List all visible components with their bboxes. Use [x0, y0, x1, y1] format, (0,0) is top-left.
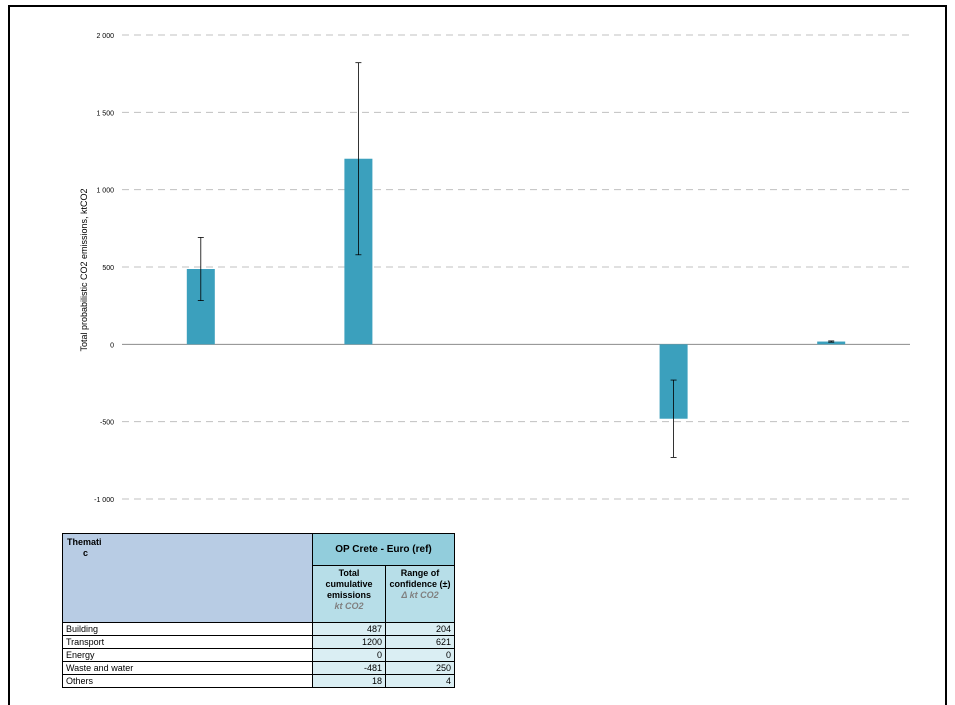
table-row: Energy 0 0 [62, 648, 455, 662]
gridlines [122, 34, 910, 500]
row-total: -481 [312, 661, 386, 675]
row-label: Building [62, 622, 313, 636]
confidence-range-header: Range of confidence (±) Δ kt CO2 [385, 565, 455, 623]
row-label: Transport [62, 635, 313, 649]
row-range: 0 [385, 648, 455, 662]
table-row: Others 18 4 [62, 674, 455, 688]
y-tick-label: 500 [102, 265, 114, 272]
error-bar [197, 237, 204, 301]
thematic-header-line2: c [83, 548, 89, 558]
y-tick-label: 0 [110, 342, 114, 349]
row-total: 0 [312, 648, 386, 662]
y-axis-label: Total probabilistic CO2 emissions, ktCO2 [79, 188, 89, 351]
table-row: Waste and water -481 250 [62, 661, 455, 675]
data-table: Themati c OP Crete - Euro (ref) Total cu… [62, 532, 455, 688]
bar-chart: 2 000 1 500 1 000 500 0 -500 -1 000 Total prob… [79, 33, 910, 504]
error-bar [828, 340, 835, 343]
error-bar [670, 379, 677, 458]
y-tick-labels: 2 000 1 500 1 000 500 0 -500 -1 000 [94, 33, 114, 504]
row-total: 18 [312, 674, 386, 688]
y-tick-label: -500 [100, 420, 114, 427]
y-tick-label: 2 000 [96, 33, 114, 40]
y-tick-label: 1 500 [96, 110, 114, 117]
thematic-header-line1: Themati [67, 537, 102, 547]
error-bars [197, 62, 835, 458]
confidence-range-unit: Δ kt CO2 [401, 590, 439, 601]
row-label: Others [62, 674, 313, 688]
error-bar [355, 62, 362, 256]
row-total: 487 [312, 622, 386, 636]
y-tick-label: 1 000 [96, 188, 114, 195]
bar-others [817, 341, 846, 345]
row-label: Energy [62, 648, 313, 662]
thematic-header: Themati c [62, 533, 313, 623]
total-emissions-unit: kt CO2 [334, 601, 364, 612]
y-tick-label: -1 000 [94, 497, 114, 504]
row-range: 250 [385, 661, 455, 675]
op-title-header: OP Crete - Euro (ref) [312, 532, 455, 567]
table-row: Transport 1200 621 [62, 635, 455, 649]
total-emissions-header: Total cumulative emissions kt CO2 [312, 565, 386, 623]
total-emissions-title: Total cumulative emissions [325, 568, 373, 601]
confidence-range-title: Range of confidence (±) [389, 568, 451, 590]
chart-frame [8, 5, 947, 705]
table-row: Building 487 204 [62, 622, 455, 636]
row-range: 4 [385, 674, 455, 688]
row-total: 1200 [312, 635, 386, 649]
row-range: 204 [385, 622, 455, 636]
row-range: 621 [385, 635, 455, 649]
row-label: Waste and water [62, 661, 313, 675]
bars [186, 158, 846, 419]
